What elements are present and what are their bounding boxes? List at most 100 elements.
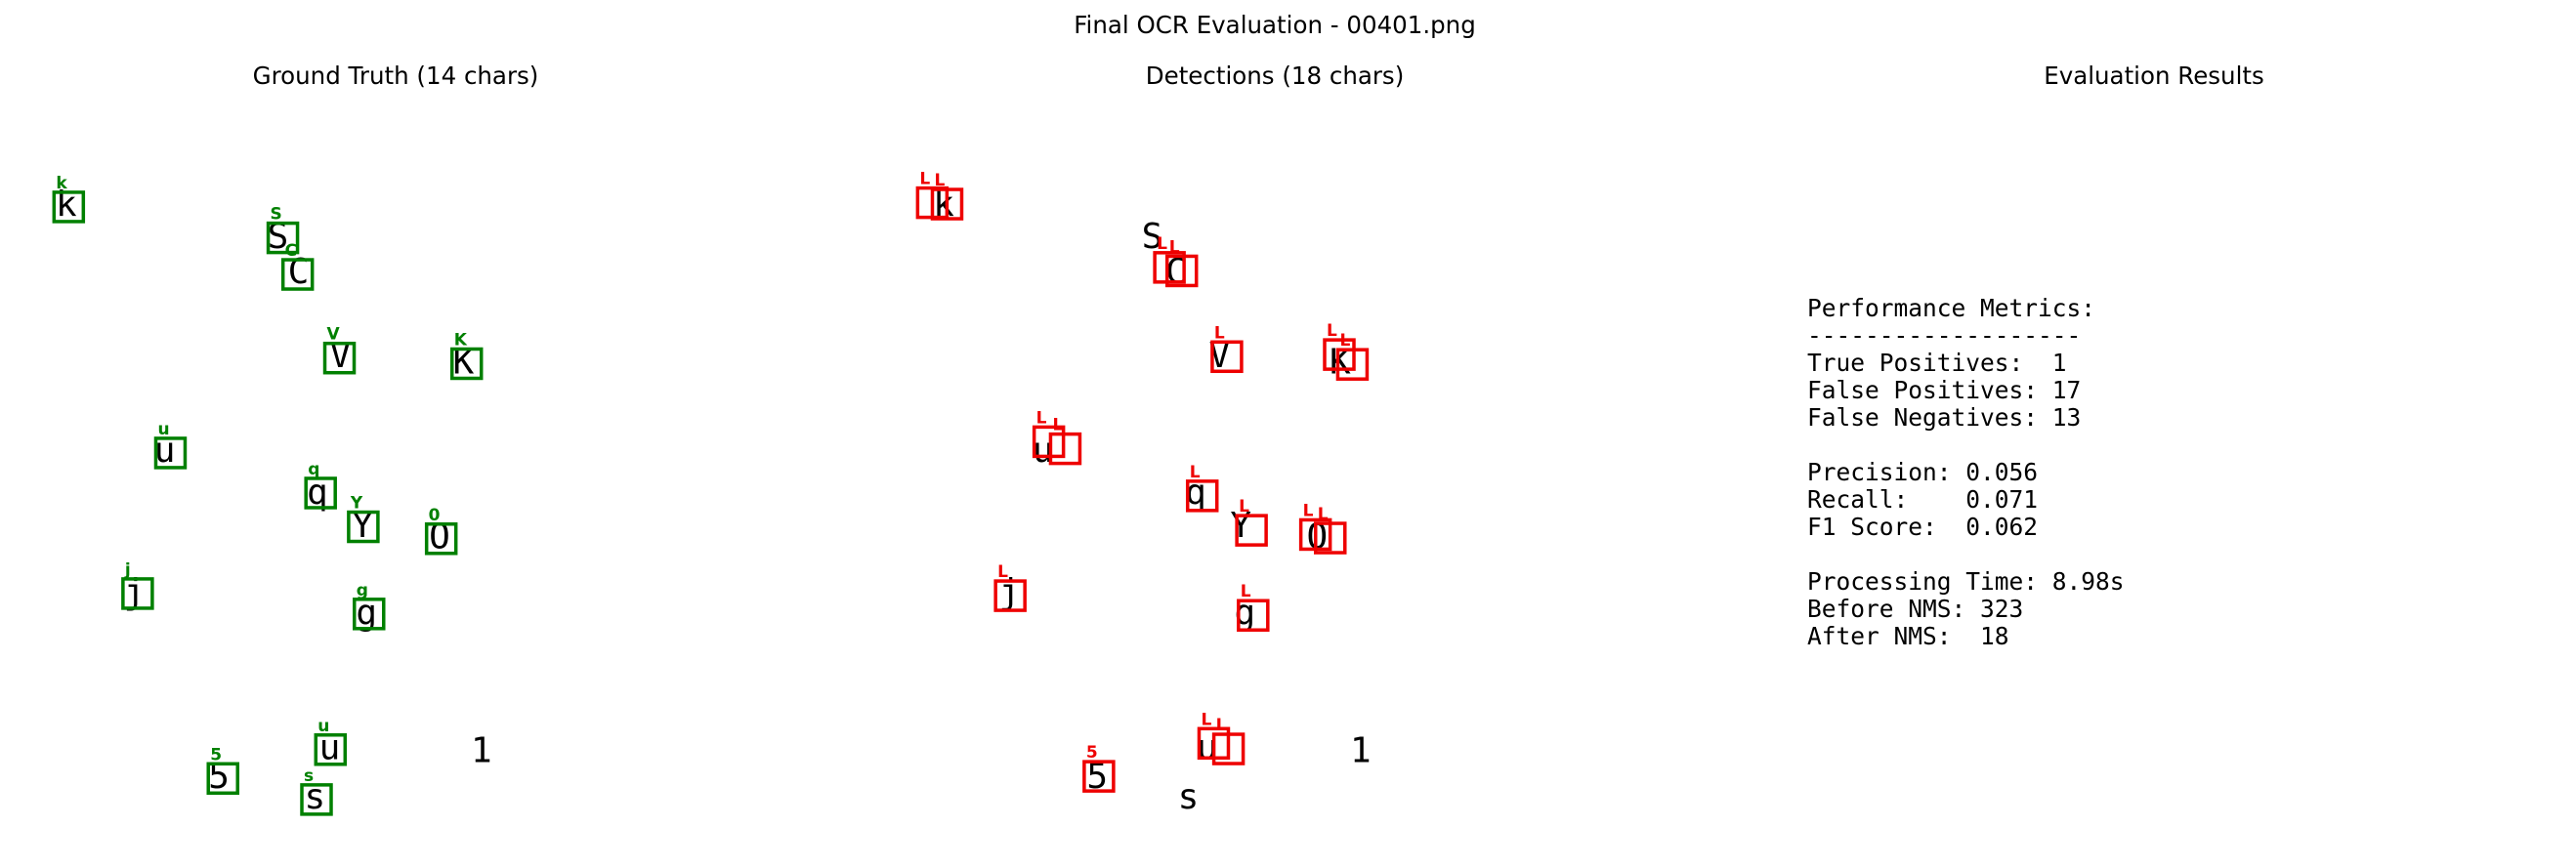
ground-truth-box [206,762,239,796]
detection-box [1237,599,1270,632]
image-char: V [330,336,352,376]
ground-truth-box [314,733,348,766]
image-char: 5 [208,757,230,797]
detection-box-label: L [1318,505,1329,524]
ground-truth-box-label: q [308,460,319,479]
metrics-line [1807,432,2125,459]
metrics-line: ------------------- [1807,321,2082,350]
ground-truth-panel-title: Ground Truth (14 chars) [253,62,539,90]
metrics-line: F1 Score: 0.062 [1807,513,2039,541]
detection-box [993,579,1027,612]
image-char: O [429,517,450,558]
metrics-line: Processing Time: 8.98s [1807,567,2125,596]
detection-box-label: L [1339,331,1350,351]
ground-truth-box-label: Y [350,494,363,514]
ground-truth-box [353,598,386,631]
ground-truth-box-label: j [124,560,131,580]
detection-box-label: L [1241,582,1251,601]
image-char: s [304,777,325,817]
ground-truth-box [121,577,154,610]
detection-box [1185,479,1219,513]
detection-box [1210,340,1244,374]
image-char: 1 [471,730,492,770]
metrics-line [1807,541,2125,568]
ground-truth-box [52,190,86,224]
metrics-line: False Negatives: 13 [1807,403,2082,432]
metrics-line: False Positives: 17 [1807,376,2082,404]
ground-truth-box-label: 0 [429,506,441,525]
detection-box-label: L [1157,234,1167,254]
ground-truth-box [322,341,357,375]
detection-box [1211,732,1246,765]
detection-box-label: L [934,171,945,190]
detection-box [1335,348,1370,381]
image-char: V [1209,336,1231,376]
detection-box-label: L [1169,237,1180,257]
ground-truth-box [347,510,380,544]
ground-truth-box-label: 5 [210,745,222,765]
metrics-line: Precision: 0.056 [1807,458,2039,486]
image-char: u [154,431,176,471]
ground-truth-box-label: s [304,766,314,786]
ground-truth-box-label: V [327,325,341,345]
detection-box [1082,760,1116,793]
image-char: K [453,342,475,382]
image-char: K [1330,342,1351,382]
detection-box-label: L [1190,463,1201,482]
ground-truth-box-label: C [285,241,297,261]
detection-box-label: L [1216,716,1227,735]
ground-truth-box [280,258,315,291]
ground-truth-box [304,476,337,510]
detection-box-label: L [1201,710,1211,729]
image-char: s [1178,777,1200,817]
image-char: S [268,217,289,257]
detection-box-label: L [1327,321,1337,341]
ground-truth-box-label: g [357,581,368,600]
detection-box-label: L [1052,416,1063,435]
ground-truth-box [424,522,458,556]
detections-panel-title: Detections (18 chars) [1146,62,1405,90]
image-char: C [288,252,310,292]
image-char: u [319,728,341,768]
image-char: q [307,473,328,513]
image-char: u [1033,431,1054,471]
detection-box [1048,432,1082,466]
detection-box [1032,425,1066,459]
evaluation-results-text: Performance Metrics: ------------------- T… [1807,295,2125,650]
image-char: k [56,185,77,225]
metrics-line: True Positives: 1 [1807,349,2067,377]
image-char: S [1142,217,1163,257]
detection-box-label: L [919,170,930,189]
image-char: Y [352,506,373,546]
image-char: j [124,572,146,612]
results-panel-title: Evaluation Results [2044,62,2264,90]
image-char: 1 [1350,730,1372,770]
detection-box-label: L [1036,408,1047,428]
detection-box-label: L [997,562,1008,582]
detection-box-label: L [1239,497,1249,517]
ground-truth-box-label: u [157,420,169,439]
detection-box [1314,521,1347,555]
ground-truth-box [153,436,188,470]
image-char: 5 [1086,757,1108,797]
detection-box [1164,254,1199,288]
ground-truth-box [449,347,484,381]
metrics-line: Before NMS: 323 [1807,595,2024,623]
figure-title: Final OCR Evaluation - 00401.png [1074,11,1476,39]
detection-box [1153,251,1186,284]
ground-truth-box-label: K [454,330,468,350]
ground-truth-box-label: S [271,205,282,225]
detection-box [1235,514,1268,547]
ground-truth-box [300,783,333,816]
detection-box [930,187,964,221]
ground-truth-box-label: u [317,717,329,736]
ground-truth-box [266,221,300,255]
detection-box-label: L [1303,501,1314,520]
metrics-line: After NMS: 18 [1807,622,2009,650]
detection-box-label: 5 [1086,743,1098,763]
metrics-line: Performance Metrics: [1807,294,2096,322]
image-char: k [933,185,954,225]
